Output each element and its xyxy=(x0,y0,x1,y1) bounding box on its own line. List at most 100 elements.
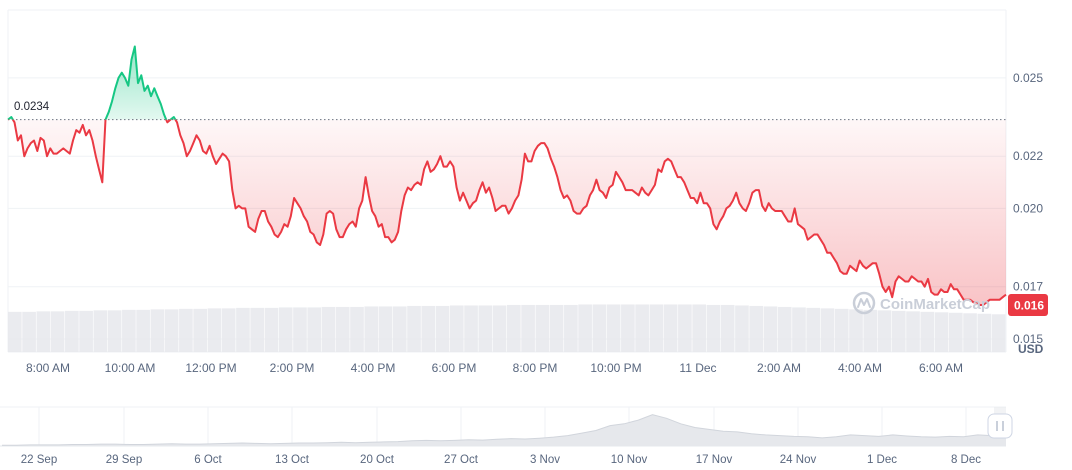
volume-bar xyxy=(692,304,706,352)
navigator-date-label: 10 Nov xyxy=(611,454,648,466)
x-tick-label: 8:00 PM xyxy=(513,361,558,375)
volume-bar xyxy=(435,305,450,352)
volume-bar xyxy=(421,305,436,352)
volume-bar xyxy=(934,312,949,352)
navigator-date-label: 29 Sep xyxy=(106,454,142,466)
navigator-date-label: 27 Oct xyxy=(444,454,479,466)
navigator-date-label: 3 Nov xyxy=(530,454,560,466)
x-tick-label: 6:00 PM xyxy=(432,361,477,375)
reference-label: 0.0234 xyxy=(11,98,53,114)
volume-bar xyxy=(250,307,265,352)
volume-bars xyxy=(8,304,1006,352)
volume-bar xyxy=(792,307,806,352)
navigator-date-label: 8 Dec xyxy=(951,454,981,466)
volume-bar xyxy=(321,306,336,352)
volume-bar xyxy=(307,307,322,352)
volume-bar xyxy=(706,304,721,352)
navigator-date-label: 13 Oct xyxy=(275,454,310,466)
x-tick-label: 11 Dec xyxy=(679,361,716,375)
navigator-date-label: 6 Oct xyxy=(194,454,222,466)
volume-bar xyxy=(193,308,207,352)
volume-bar xyxy=(735,305,749,352)
y-tick-label: 0.017 xyxy=(1013,280,1043,294)
volume-bar xyxy=(820,308,835,352)
y-tick-label: 0.025 xyxy=(1013,71,1043,85)
navigator-handle[interactable] xyxy=(987,413,1013,439)
navigator-date-label: 1 Dec xyxy=(867,454,897,466)
volume-bar xyxy=(50,311,65,352)
navigator-date-label: 22 Sep xyxy=(21,454,57,466)
x-tick-label: 4:00 AM xyxy=(838,361,882,375)
volume-bar xyxy=(392,306,407,352)
volume-bar xyxy=(521,304,535,352)
x-tick-label: 10:00 PM xyxy=(590,361,641,375)
volume-bar xyxy=(720,304,735,352)
unit-label: USD xyxy=(1018,342,1044,356)
x-tick-label: 2:00 AM xyxy=(757,361,801,375)
reference-value-label: 0.0234 xyxy=(14,101,50,113)
volume-bar xyxy=(107,310,122,352)
volume-bar xyxy=(906,311,920,352)
x-tick-label: 6:00 AM xyxy=(919,361,963,375)
volume-bar xyxy=(36,311,51,352)
volume-bar xyxy=(264,307,279,352)
volume-bar xyxy=(236,307,250,352)
watermark-text: CoinMarketCap xyxy=(880,296,990,313)
volume-bar xyxy=(464,305,478,352)
volume-bar xyxy=(621,304,635,352)
volume-bar xyxy=(678,304,692,352)
volume-bar xyxy=(65,310,79,352)
volume-bar xyxy=(877,310,892,352)
x-tick-label: 8:00 AM xyxy=(26,361,70,375)
navigator-date-label: 17 Nov xyxy=(696,454,733,466)
volume-bar xyxy=(663,304,678,352)
volume-bar xyxy=(136,309,150,352)
volume-bar xyxy=(749,305,764,352)
price-area-down xyxy=(12,119,1006,305)
range-navigator[interactable]: 22 Sep 29 Sep 6 Oct 13 Oct 20 Oct 27 Oct 3 Nov… xyxy=(0,406,1013,466)
coinmarketcap-logo-icon xyxy=(852,291,876,315)
volume-bar xyxy=(977,313,992,352)
volume-bar xyxy=(221,308,236,352)
volume-bar xyxy=(834,308,849,352)
volume-bar xyxy=(364,306,379,352)
volume-bar xyxy=(350,306,364,352)
volume-bar xyxy=(777,306,792,352)
x-tick-label: 12:00 PM xyxy=(185,361,236,375)
volume-bar xyxy=(22,311,36,352)
volume-bar xyxy=(920,311,935,352)
volume-bar xyxy=(991,314,1006,352)
volume-bar xyxy=(507,304,521,352)
volume-bar xyxy=(378,306,393,352)
volume-bar xyxy=(179,308,193,352)
volume-bar xyxy=(335,306,350,352)
price-line-up xyxy=(7,45,177,120)
volume-bar xyxy=(293,307,307,352)
volume-bar xyxy=(863,309,878,352)
volume-bar xyxy=(79,310,93,352)
current-price-label: 0.016 xyxy=(1014,299,1044,313)
volume-bar xyxy=(606,304,621,352)
navigator-area xyxy=(2,414,1006,446)
current-price-badge: 0.016 xyxy=(1008,294,1048,317)
x-axis: 8:00 AM 10:00 AM 12:00 PM 2:00 PM 4:00 PM 6:0… xyxy=(26,361,963,375)
volume-bar xyxy=(535,304,550,352)
volume-bar xyxy=(578,304,592,352)
volume-bar xyxy=(407,305,421,352)
volume-bar xyxy=(492,305,507,352)
volume-bar xyxy=(849,309,863,352)
x-tick-label: 4:00 PM xyxy=(351,361,396,375)
price-line-down xyxy=(8,119,1007,306)
volume-bar xyxy=(478,305,493,352)
volume-bar xyxy=(635,304,649,352)
volume-bar xyxy=(592,304,607,352)
volume-bar xyxy=(8,311,22,352)
x-tick-label: 2:00 PM xyxy=(270,361,315,375)
volume-bar xyxy=(549,304,564,352)
volume-bar xyxy=(122,309,136,352)
x-tick-label: 10:00 AM xyxy=(105,361,156,375)
volume-bar xyxy=(564,304,578,352)
volume-bar xyxy=(806,307,821,352)
